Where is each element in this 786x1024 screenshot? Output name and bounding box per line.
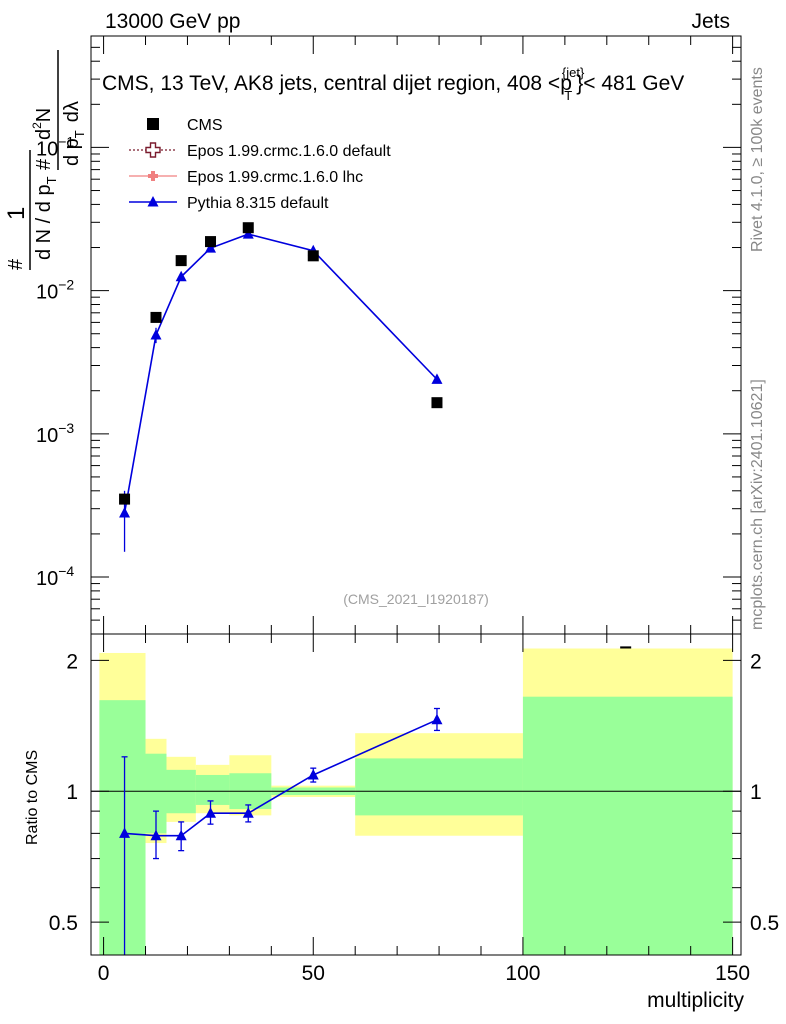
ratio-pythia-point [119,827,131,838]
ratio-y-tick-label-left: 0.5 [49,912,78,935]
side-label-mcplots: mcplots.cern.ch [arXiv:2401.10621] [749,379,766,630]
chart-title: CMS, 13 TeV, AK8 jets, central dijet reg… [102,65,684,103]
pythia-line [123,233,438,514]
y-tick-exp: −2 [58,277,74,293]
legend-item: Epos 1.99.crmc.1.6.0 lhc [129,169,363,186]
y-tick-base: 10 [36,282,58,304]
x-tick-label: 50 [302,962,325,985]
ratio-ylabel: Ratio to CMS [24,750,41,845]
x-axis-label: multiplicity [647,989,744,1012]
ratio-y-tick-label-right: 0.5 [750,912,779,935]
pythia-point [175,270,187,282]
legend-marker-epos-lhc [148,171,158,181]
title-sub: T [564,88,572,103]
ratio-pythia-point [205,807,217,818]
ylabel-dn: d N / d pT [33,176,59,260]
ylabel-one: 1 [3,207,30,220]
y-tick-base: 10 [36,568,58,590]
title-end: }< 481 GeV [576,72,684,95]
legend-item: Epos 1.99.crmc.1.6.0 default [129,142,391,160]
x-tick-label: 150 [715,962,750,985]
legend-marker-epos-default [145,142,161,158]
title-sup: {jet} [562,65,585,80]
y-tick-exp: −1 [58,133,74,149]
cms-point [431,397,443,409]
uncertainty-band-inner [522,696,733,955]
ratio-pythia-point [242,807,254,818]
cms-point [242,222,254,234]
y-axis-label-main: # 1 d N / d pT # d2N d pTdλ [3,50,87,270]
watermark: (CMS_2021_I1920187) [343,591,489,607]
ylabel-d2n: d2N [30,108,55,140]
legend-label: Pythia 8.315 default [187,195,329,212]
legend-label: Epos 1.99.crmc.1.6.0 lhc [187,169,363,186]
legend-item: CMS [147,117,223,134]
uncertainty-band-inner [355,758,523,816]
cms-point [175,255,187,267]
y-tick-exp: −3 [58,420,74,436]
legend-marker-cms [147,118,159,130]
legend-label: CMS [187,117,223,134]
main-plot-content: (CMS_2021_I1920187) CMS, 13 TeV, AK8 jet… [102,65,684,658]
x-tick-label: 0 [98,962,110,985]
main-series [119,228,443,552]
ratio-panel: 0.5 0.5 1 1 2 2 0 50 100 150 [49,633,779,985]
ratio-y-tick-label-left: 2 [66,650,78,673]
y-tick-base: 10 [36,425,58,447]
y-tick-exp: −4 [58,563,74,579]
y-tick-label: 10−2 [36,277,74,304]
legend: CMS Epos 1.99.crmc.1.6.0 default Epos 1.99… [129,117,391,212]
side-label-rivet: Rivet 4.1.0, ≥ 100k events [749,67,766,252]
main-panel: (CMS_2021_I1920187) CMS, 13 TeV, AK8 jet… [36,35,742,658]
ylabel-dpt-dl: d pTdλ [61,101,87,166]
pythia-point [431,373,443,384]
pythia-point [205,242,217,253]
cms-point [205,236,217,248]
cms-point [150,311,162,323]
legend-item: Pythia 8.315 default [129,195,329,212]
pythia-point [119,506,131,518]
ratio-pythia-point [150,829,162,841]
y-tick-label: 10−1 [36,133,74,160]
y-tick-label: 10−4 [36,563,74,590]
ratio-y-tick-label-left: 1 [66,781,78,804]
x-tick-label: 100 [505,962,540,985]
uncertainty-band-inner [145,753,167,834]
cms-point [307,250,319,262]
header-right: Jets [691,10,730,33]
pythia-point [150,328,162,340]
uncertainty-band-inner [195,774,230,805]
ylabel-hash-1: # [5,258,27,270]
y-tick-base: 10 [36,138,58,160]
ratio-frame [90,633,742,956]
ylabel-hash-2: # [33,158,55,170]
ratio-pythia-point [307,768,319,780]
cms-point [119,493,131,505]
ratio-y-tick-label-right: 1 [750,781,762,804]
y-tick-label: 10−3 [36,420,74,447]
header-left: 13000 GeV pp [105,10,240,33]
ratio-series [91,648,741,955]
legend-label: Epos 1.99.crmc.1.6.0 default [187,143,391,160]
legend-marker-pythia [147,196,159,207]
ratio-pythia-point [175,829,187,841]
title-main: CMS, 13 TeV, AK8 jets, central dijet reg… [102,72,572,95]
ratio-pythia-point [431,713,443,725]
ratio-y-tick-label-right: 2 [750,650,762,673]
uncertainty-band-inner [99,700,146,955]
pythia-point [242,228,254,239]
